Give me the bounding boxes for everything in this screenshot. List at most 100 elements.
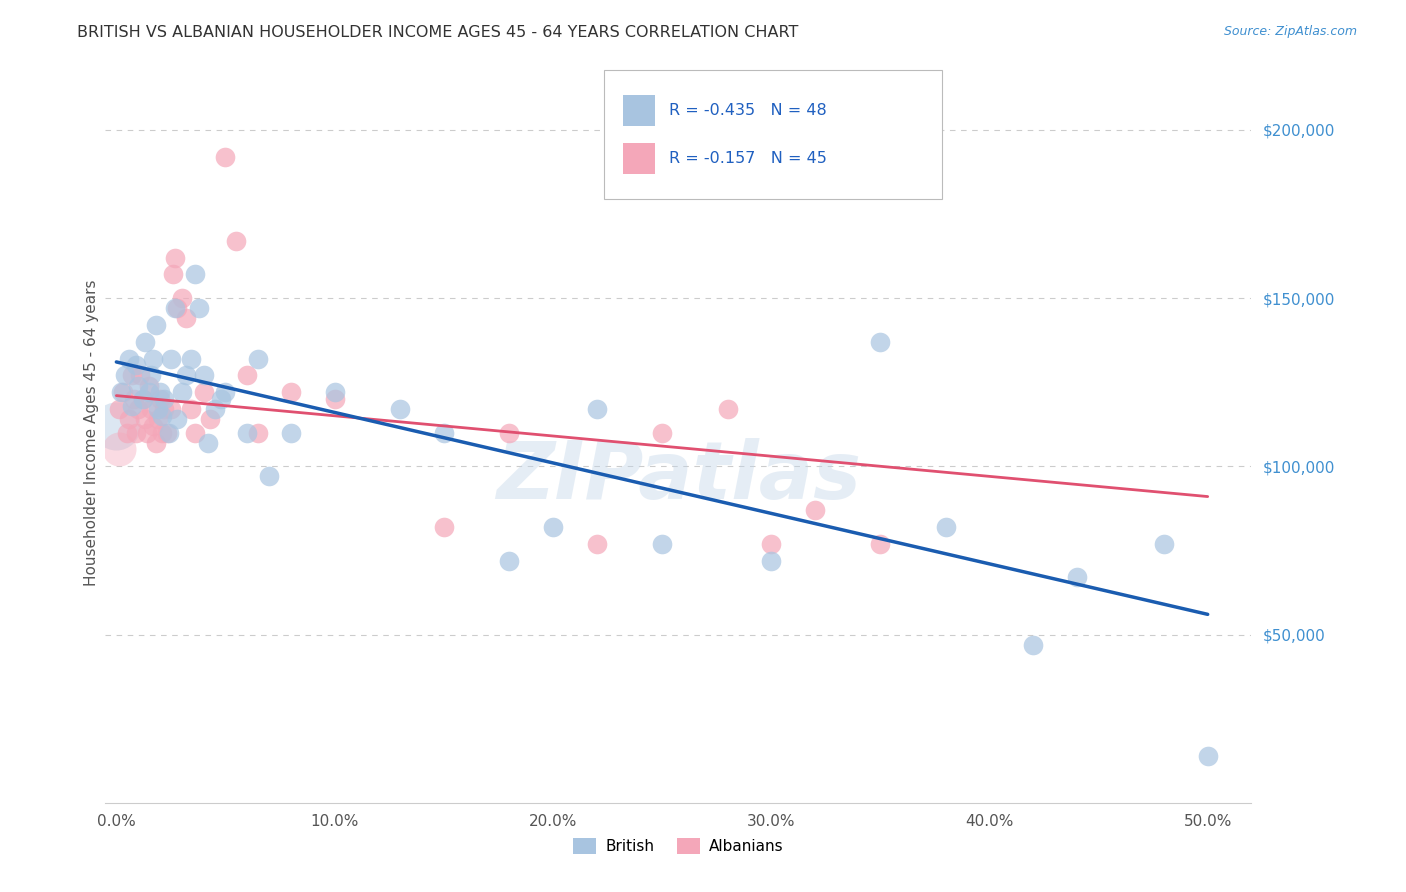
Point <box>193 368 215 383</box>
Point <box>209 392 232 406</box>
Point <box>127 402 149 417</box>
Point <box>184 425 207 440</box>
Point <box>323 392 346 406</box>
Point <box>389 402 412 417</box>
Point <box>111 385 134 400</box>
Point <box>498 425 520 440</box>
Point <box>225 234 247 248</box>
Point <box>138 385 160 400</box>
Point <box>129 368 152 383</box>
Point <box>200 412 222 426</box>
Point <box>149 385 172 400</box>
Point <box>935 520 957 534</box>
Point <box>107 402 129 417</box>
Point <box>118 412 141 426</box>
Point <box>214 150 236 164</box>
Point <box>204 402 226 417</box>
Point <box>433 425 456 440</box>
Point <box>716 402 738 417</box>
Point <box>153 392 176 406</box>
Point <box>142 351 165 366</box>
Point <box>236 425 259 440</box>
Point <box>122 392 145 406</box>
Point <box>127 378 149 392</box>
Point <box>174 311 197 326</box>
Point <box>166 412 188 426</box>
Point <box>759 553 782 567</box>
Point <box>280 425 302 440</box>
Point <box>170 291 193 305</box>
Point <box>135 425 157 440</box>
Point <box>165 301 187 315</box>
Point <box>869 334 891 349</box>
Point <box>1066 570 1088 584</box>
Point <box>166 301 188 315</box>
Point <box>323 385 346 400</box>
Point <box>160 351 183 366</box>
Point <box>193 385 215 400</box>
Point <box>236 368 259 383</box>
Text: Source: ZipAtlas.com: Source: ZipAtlas.com <box>1223 25 1357 38</box>
Point <box>105 418 128 433</box>
Point <box>155 425 177 440</box>
Point <box>107 442 129 457</box>
Point <box>118 351 141 366</box>
Point <box>125 359 148 373</box>
Text: ZIPatlas: ZIPatlas <box>496 438 860 516</box>
Y-axis label: Householder Income Ages 45 - 64 years: Householder Income Ages 45 - 64 years <box>83 279 98 586</box>
Point <box>110 385 132 400</box>
Point <box>651 536 673 550</box>
Point <box>257 469 280 483</box>
Point <box>142 418 165 433</box>
Point <box>160 402 183 417</box>
Point <box>498 553 520 567</box>
Point <box>1153 536 1175 550</box>
Point <box>585 536 607 550</box>
Point <box>869 536 891 550</box>
Point <box>146 402 169 417</box>
Point <box>157 425 180 440</box>
Point <box>117 425 139 440</box>
FancyBboxPatch shape <box>605 70 942 200</box>
Point <box>114 368 136 383</box>
Point <box>150 425 173 440</box>
Text: BRITISH VS ALBANIAN HOUSEHOLDER INCOME AGES 45 - 64 YEARS CORRELATION CHART: BRITISH VS ALBANIAN HOUSEHOLDER INCOME A… <box>77 25 799 40</box>
Point <box>153 402 176 417</box>
Point <box>433 520 456 534</box>
Point <box>180 402 202 417</box>
Point <box>141 402 163 417</box>
Point <box>121 399 143 413</box>
Bar <box>623 95 655 126</box>
Point <box>125 425 148 440</box>
Point <box>141 368 163 383</box>
Point <box>541 520 564 534</box>
Point <box>247 351 270 366</box>
Legend: British, Albanians: British, Albanians <box>565 830 792 862</box>
Point <box>1197 748 1219 763</box>
Point <box>280 385 302 400</box>
Point <box>149 392 172 406</box>
Point <box>180 351 202 366</box>
Point <box>184 268 207 282</box>
Point <box>121 368 143 383</box>
Point <box>1022 638 1045 652</box>
Point <box>145 435 167 450</box>
Point <box>162 268 184 282</box>
Point <box>170 385 193 400</box>
Point <box>146 412 169 426</box>
Point <box>759 536 782 550</box>
Point <box>651 425 673 440</box>
Point <box>247 425 270 440</box>
Point <box>197 435 219 450</box>
Text: R = -0.435   N = 48: R = -0.435 N = 48 <box>669 103 827 118</box>
Text: R = -0.157   N = 45: R = -0.157 N = 45 <box>669 151 827 166</box>
Point <box>804 503 827 517</box>
Point <box>138 378 160 392</box>
Point <box>134 412 156 426</box>
Point <box>145 318 167 332</box>
Point <box>214 385 236 400</box>
Point <box>150 409 173 423</box>
Point <box>134 334 156 349</box>
Point <box>188 301 211 315</box>
Point <box>174 368 197 383</box>
